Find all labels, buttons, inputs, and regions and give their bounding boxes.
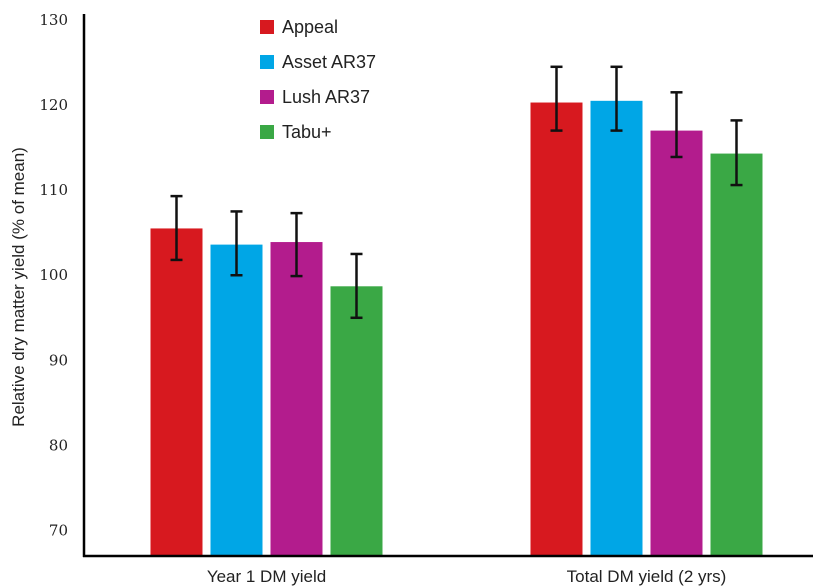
- legend-swatch: [260, 90, 274, 104]
- y-tick-labels: 70 80 90 100 110 120 130: [39, 11, 68, 539]
- legend-label: Lush AR37: [282, 87, 370, 107]
- y-tick-label: 80: [49, 436, 68, 454]
- legend-label: Asset AR37: [282, 52, 376, 72]
- legend-swatch: [260, 55, 274, 69]
- bar-3-0: [330, 286, 383, 556]
- x-category-label: Total DM yield (2 yrs): [567, 567, 727, 586]
- x-category-label: Year 1 DM yield: [207, 567, 326, 586]
- bar-2-1: [650, 130, 703, 556]
- bar-0-1: [530, 102, 583, 557]
- y-tick-label: 110: [39, 181, 68, 199]
- y-tick-label: 120: [39, 96, 68, 114]
- y-tick-label: 130: [39, 11, 68, 29]
- bar-2-0: [270, 242, 323, 557]
- legend-label: Appeal: [282, 17, 338, 37]
- y-axis-title: Relative dry matter yield (% of mean): [9, 147, 28, 427]
- legend-swatch: [260, 125, 274, 139]
- bars-group: [150, 100, 763, 557]
- legend-swatch: [260, 20, 274, 34]
- legend: Appeal Asset AR37 Lush AR37 Tabu+: [260, 17, 376, 142]
- bar-3-1: [710, 153, 763, 557]
- y-tick-label: 70: [49, 521, 68, 539]
- error-bars-group: [170, 65, 743, 320]
- bar-1-1: [590, 100, 643, 557]
- y-tick-label: 100: [39, 266, 68, 284]
- axes-group: [82, 14, 813, 558]
- bar-1-0: [210, 244, 263, 556]
- x-category-labels: Year 1 DM yield Total DM yield (2 yrs): [207, 567, 727, 586]
- bar-0-0: [150, 228, 203, 556]
- legend-label: Tabu+: [282, 122, 332, 142]
- y-tick-label: 90: [49, 351, 68, 369]
